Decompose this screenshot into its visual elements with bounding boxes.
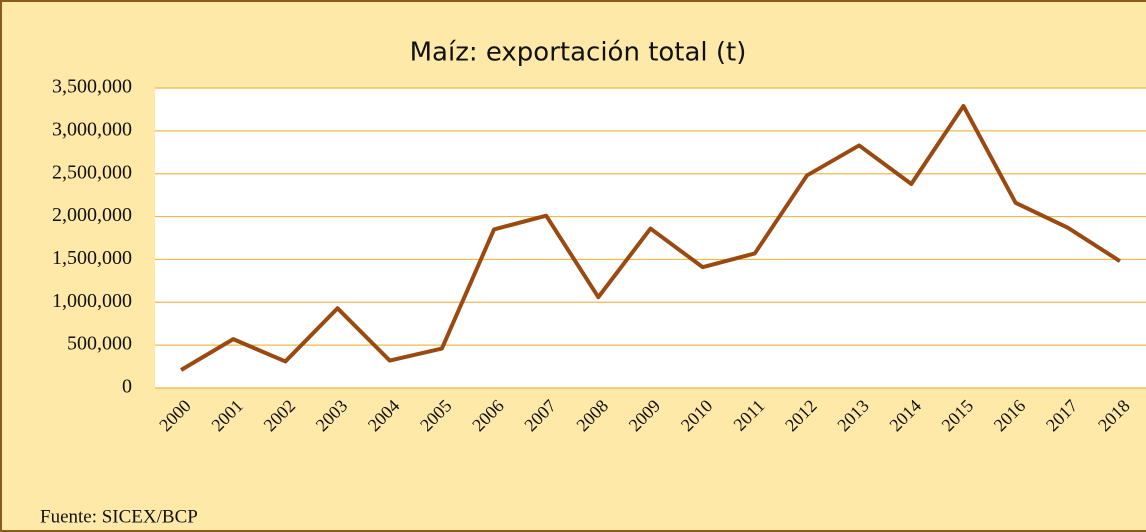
source-note: Fuente: SICEX/BCP (40, 506, 198, 527)
y-tick-label: 500,000 (67, 333, 132, 355)
y-tick-label: 1,000,000 (52, 290, 132, 312)
y-tick-label: 3,000,000 (52, 118, 132, 140)
y-tick-label: 3,500,000 (52, 76, 132, 98)
chart-title: Maíz: exportación total (t) (410, 38, 747, 68)
y-tick-label: 2,500,000 (52, 161, 132, 183)
y-tick-label: 2,000,000 (52, 204, 132, 226)
y-tick-label: 1,500,000 (52, 247, 132, 269)
y-tick-label: 0 (122, 376, 132, 398)
data-line (180, 104, 1121, 372)
